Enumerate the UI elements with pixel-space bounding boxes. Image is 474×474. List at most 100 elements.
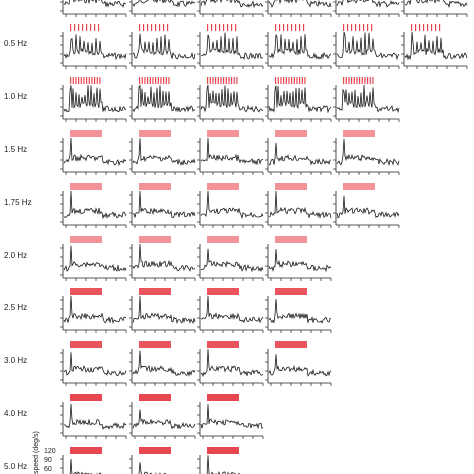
stimulus-pulse (347, 24, 349, 31)
frequency-row: 2.5 Hz (4, 288, 332, 333)
stimulus-pulse (78, 77, 80, 84)
speed-trace (200, 137, 264, 165)
frequency-row: 4.0 Hz (4, 394, 264, 439)
trace-panel (333, 24, 400, 69)
stimulus-bar (139, 394, 171, 401)
trace-panel (265, 77, 332, 122)
trace-panel (60, 0, 127, 17)
trace-panel (333, 0, 400, 17)
speed-trace (336, 0, 400, 8)
speed-trace (336, 138, 400, 166)
trace-panel (129, 447, 171, 474)
speed-trace (336, 31, 400, 61)
trace-panel (197, 236, 264, 281)
stimulus-pulse (361, 77, 363, 84)
stimulus-pulse (423, 24, 425, 31)
stimulus-bar (207, 236, 239, 243)
stimulus-pulse (139, 24, 141, 31)
speed-trace (132, 0, 196, 8)
speed-trace (132, 138, 196, 166)
trace-panel (265, 236, 332, 281)
stimulus-pulse (345, 77, 347, 84)
speed-trace (404, 31, 468, 61)
speed-trace (132, 84, 196, 113)
trace-panel (197, 447, 240, 474)
stimulus-pulse (343, 77, 345, 84)
speed-trace (132, 33, 196, 60)
trace-panel (265, 24, 332, 69)
speed-trace (63, 295, 127, 324)
stimulus-pulse (231, 24, 233, 31)
stimulus-pulse (82, 24, 84, 31)
stimulus-pulse (291, 77, 293, 84)
stimulus-pulse (219, 24, 221, 31)
stimulus-pulse (231, 77, 233, 84)
stimulus-bar (139, 288, 171, 295)
stimulus-pulse (223, 77, 225, 84)
row-label: 4.0 Hz (4, 409, 27, 418)
stimulus-pulse (165, 77, 167, 84)
trace-panel (197, 0, 264, 17)
stimulus-pulse (285, 77, 287, 84)
stimulus-bar (275, 130, 307, 137)
stimulus-pulse (359, 77, 361, 84)
speed-trace (268, 0, 332, 8)
frequency-row: 3.0 Hz (4, 341, 332, 386)
stimulus-pulse (411, 24, 413, 31)
stimulus-pulse (351, 77, 353, 84)
stimulus-pulse (371, 24, 373, 31)
stimulus-pulse (147, 77, 149, 84)
speed-trace (200, 32, 263, 61)
trace-panel (129, 236, 196, 281)
stimulus-bar (207, 288, 239, 295)
trace-panel (129, 394, 196, 439)
stimulus-pulse (143, 24, 145, 31)
stimulus-pulse (99, 77, 101, 84)
speed-trace (63, 245, 127, 272)
stimulus-bar (207, 183, 239, 190)
stimulus-pulse (149, 77, 151, 84)
stimulus-pulse (277, 77, 279, 84)
speed-trace (63, 352, 127, 377)
stimulus-pulse (435, 24, 437, 31)
stimulus-pulse (372, 77, 374, 84)
speed-trace (200, 295, 264, 324)
stimulus-bar (70, 447, 102, 454)
stimulus-bar (207, 130, 239, 137)
stimulus-pulse (299, 77, 301, 84)
stimulus-pulse (220, 77, 222, 84)
stimulus-pulse (160, 77, 162, 84)
stimulus-pulse (356, 77, 358, 84)
stimulus-pulse (80, 77, 82, 84)
trace-panel (197, 24, 264, 69)
stimulus-pulse (279, 24, 281, 31)
stimulus-pulse (293, 77, 295, 84)
stimulus-pulse (78, 24, 80, 31)
stimulus-bar (70, 236, 102, 243)
speed-trace (200, 248, 264, 273)
speed-trace (268, 354, 332, 377)
stimulus-pulse (236, 77, 238, 84)
stimulus-pulse (287, 24, 289, 31)
frequency-row: 0.5 Hz (4, 24, 468, 69)
speed-trace (268, 249, 332, 273)
stimulus-pulse (363, 24, 365, 31)
stimulus-pulse (353, 77, 355, 84)
stimulus-pulse (75, 77, 77, 84)
stimulus-pulse (227, 24, 229, 31)
stimulus-pulse (303, 24, 305, 31)
frequency-row: 1.5 Hz (4, 130, 400, 175)
stimulus-pulse (207, 24, 209, 31)
stimulus-pulse (359, 24, 361, 31)
row-label: 2.0 Hz (4, 251, 27, 260)
trace-panel (265, 288, 332, 333)
frequency-row: 1.75 Hz (4, 183, 400, 228)
stimulus-bar (139, 236, 171, 243)
speed-trace (138, 462, 166, 474)
trace-panel (60, 183, 127, 228)
stimulus-pulse (304, 77, 306, 84)
trace-panel (129, 0, 196, 17)
stimulus-pulse (167, 24, 169, 31)
stimulus-pulse (209, 77, 211, 84)
